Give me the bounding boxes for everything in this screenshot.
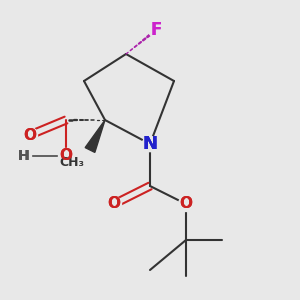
Circle shape xyxy=(106,196,122,211)
Circle shape xyxy=(142,136,158,152)
Text: O: O xyxy=(59,148,73,164)
Text: O: O xyxy=(23,128,37,142)
Text: O: O xyxy=(179,196,193,211)
Text: F: F xyxy=(150,21,162,39)
Text: N: N xyxy=(142,135,158,153)
Circle shape xyxy=(142,136,158,152)
Text: O: O xyxy=(23,128,37,142)
Text: O: O xyxy=(107,196,121,211)
Circle shape xyxy=(148,22,164,38)
Text: N: N xyxy=(142,135,158,153)
Circle shape xyxy=(22,128,38,142)
Text: H: H xyxy=(18,149,30,163)
Text: F: F xyxy=(150,21,162,39)
Text: H: H xyxy=(18,149,30,163)
Text: O: O xyxy=(107,196,121,211)
Text: H: H xyxy=(18,149,30,163)
Circle shape xyxy=(58,148,74,164)
Circle shape xyxy=(16,148,32,164)
Text: N: N xyxy=(142,135,158,153)
Circle shape xyxy=(17,149,31,163)
Text: O: O xyxy=(59,148,73,164)
Text: CH₃: CH₃ xyxy=(59,156,84,169)
Text: O: O xyxy=(179,196,193,211)
Circle shape xyxy=(178,196,194,211)
Polygon shape xyxy=(85,120,105,152)
Text: H: H xyxy=(18,149,30,163)
